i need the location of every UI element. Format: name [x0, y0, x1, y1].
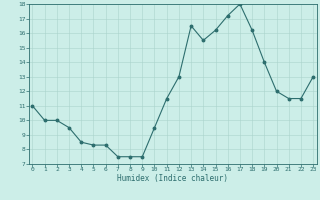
X-axis label: Humidex (Indice chaleur): Humidex (Indice chaleur)	[117, 174, 228, 183]
